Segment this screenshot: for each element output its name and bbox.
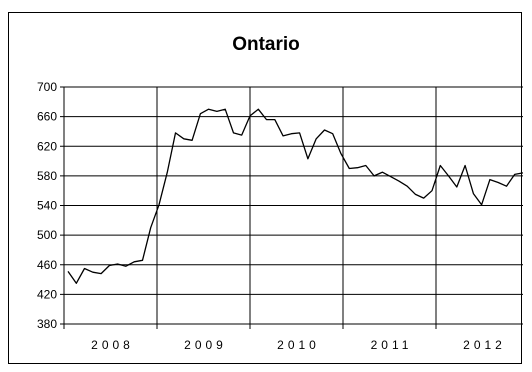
- grid-lines: [64, 86, 523, 324]
- x-category-label: 2010: [277, 338, 320, 352]
- y-tick-label: 700: [37, 80, 57, 94]
- y-tick-label: 420: [37, 287, 57, 301]
- y-tick-label: 460: [37, 258, 57, 272]
- axes: [60, 86, 523, 329]
- chart-title: Ontario: [232, 34, 300, 55]
- y-tick-label: 500: [37, 228, 57, 242]
- y-tick-label: 580: [37, 169, 57, 183]
- series-layer: [67, 108, 523, 284]
- y-tick-label: 620: [37, 139, 57, 153]
- line-chart: Ontario 380 420 460 500 540 580 620 660 700 2008…: [37, 34, 523, 352]
- y-tick-label: 380: [37, 317, 57, 331]
- series-line: [67, 108, 523, 284]
- x-axis-category-labels: 2008 2009 2010 2011 2012: [91, 338, 506, 352]
- y-tick-label: 660: [37, 110, 57, 124]
- y-axis-tick-labels: 380 420 460 500 540 580 620 660 700: [37, 80, 57, 331]
- x-category-label: 2012: [463, 338, 506, 352]
- chart-area: Ontario 380 420 460 500 540 580 620 660 700 2008…: [8, 12, 523, 364]
- y-tick-label: 540: [37, 199, 57, 213]
- x-category-label: 2009: [184, 338, 227, 352]
- x-category-label: 2008: [91, 338, 134, 352]
- x-category-label: 2011: [371, 338, 413, 352]
